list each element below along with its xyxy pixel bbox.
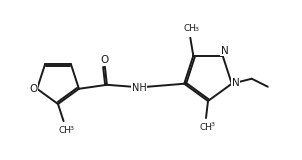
Text: O: O (29, 84, 37, 94)
Text: 3: 3 (69, 126, 73, 131)
Text: N: N (221, 46, 229, 56)
Text: O: O (101, 55, 109, 65)
Text: N: N (232, 78, 240, 88)
Text: 3: 3 (195, 27, 199, 32)
Text: CH: CH (184, 24, 197, 33)
Text: NH: NH (132, 83, 146, 93)
Text: CH: CH (58, 126, 71, 135)
Text: CH: CH (200, 123, 213, 132)
Text: 3: 3 (210, 123, 214, 128)
